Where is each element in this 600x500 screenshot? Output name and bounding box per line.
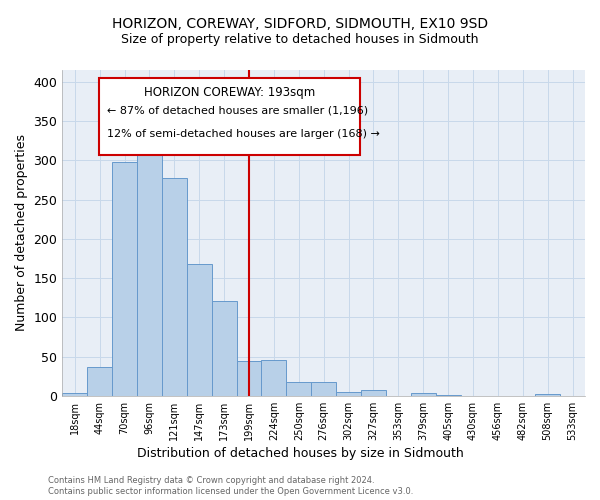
- Bar: [87, 366, 112, 396]
- Bar: [112, 162, 137, 396]
- Bar: [62, 394, 87, 396]
- Bar: [236, 361, 262, 396]
- Text: Distribution of detached houses by size in Sidmouth: Distribution of detached houses by size …: [137, 448, 463, 460]
- Text: 12% of semi-detached houses are larger (168) →: 12% of semi-detached houses are larger (…: [107, 128, 380, 138]
- Bar: [336, 392, 361, 396]
- Text: Contains public sector information licensed under the Open Government Licence v3: Contains public sector information licen…: [48, 487, 413, 496]
- Bar: [436, 395, 461, 396]
- FancyBboxPatch shape: [99, 78, 360, 154]
- Bar: [212, 301, 236, 396]
- Text: ← 87% of detached houses are smaller (1,196): ← 87% of detached houses are smaller (1,…: [107, 106, 368, 116]
- Text: Size of property relative to detached houses in Sidmouth: Size of property relative to detached ho…: [121, 32, 479, 46]
- Bar: [262, 360, 286, 396]
- Text: HORIZON COREWAY: 193sqm: HORIZON COREWAY: 193sqm: [144, 86, 315, 100]
- Y-axis label: Number of detached properties: Number of detached properties: [15, 134, 28, 332]
- Bar: [411, 392, 436, 396]
- Bar: [137, 138, 162, 396]
- Bar: [187, 264, 212, 396]
- Bar: [361, 390, 386, 396]
- Bar: [162, 178, 187, 396]
- Bar: [535, 394, 560, 396]
- Text: HORIZON, COREWAY, SIDFORD, SIDMOUTH, EX10 9SD: HORIZON, COREWAY, SIDFORD, SIDMOUTH, EX1…: [112, 18, 488, 32]
- Bar: [286, 382, 311, 396]
- Text: Contains HM Land Registry data © Crown copyright and database right 2024.: Contains HM Land Registry data © Crown c…: [48, 476, 374, 485]
- Bar: [311, 382, 336, 396]
